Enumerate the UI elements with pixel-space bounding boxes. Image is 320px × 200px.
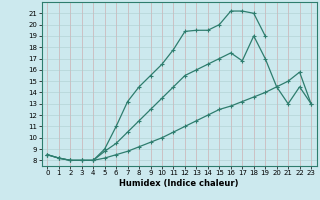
X-axis label: Humidex (Indice chaleur): Humidex (Indice chaleur) [119,179,239,188]
